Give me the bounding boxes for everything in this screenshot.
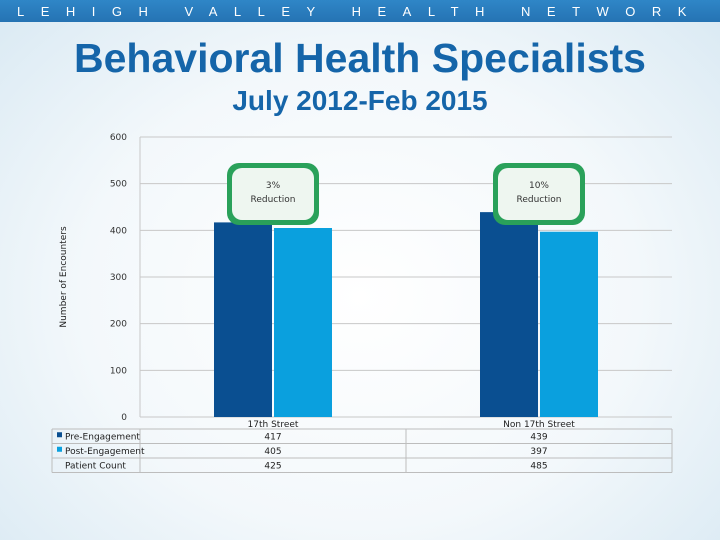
- table-cell: 485: [530, 461, 547, 471]
- y-tick-label: 300: [110, 273, 127, 283]
- bar: [274, 228, 332, 417]
- y-tick-label: 100: [110, 366, 127, 376]
- category-label: Non 17th Street: [503, 420, 575, 430]
- table-cell: 425: [264, 461, 281, 471]
- legend-key: [57, 446, 62, 452]
- callout-percent: 3%: [266, 181, 281, 191]
- page-title: Behavioral Health Specialists: [74, 35, 646, 81]
- callout-label: Reduction: [517, 195, 562, 205]
- y-axis-title: Number of Encounters: [59, 226, 69, 328]
- callout-label: Reduction: [251, 195, 296, 205]
- y-tick-label: 600: [110, 133, 127, 143]
- table-row-label: Patient Count: [65, 461, 126, 471]
- category-label: 17th Street: [248, 420, 299, 430]
- bar: [540, 231, 598, 417]
- table-cell: 397: [530, 447, 547, 457]
- table-row-label: Pre-Engagement: [65, 432, 140, 442]
- table-row-label: Post-Engagement: [65, 447, 145, 457]
- y-tick-label: 200: [110, 320, 127, 330]
- table-cell: 417: [264, 432, 281, 442]
- y-tick-label: 0: [121, 413, 127, 423]
- table-cell: 439: [530, 432, 547, 442]
- page-subtitle: July 2012-Feb 2015: [232, 85, 488, 116]
- legend-key: [57, 432, 62, 438]
- y-tick-label: 400: [110, 226, 127, 236]
- network-name: LEHIGH VALLEY HEALTH NETWORK: [17, 3, 703, 19]
- header-band: [0, 0, 720, 22]
- table-cell: 405: [264, 447, 281, 457]
- bar: [480, 212, 538, 417]
- callout-inner: [232, 168, 314, 220]
- callout-percent: 10%: [529, 181, 549, 191]
- y-tick-label: 500: [110, 180, 127, 190]
- bar: [214, 222, 272, 417]
- callout-inner: [498, 168, 580, 220]
